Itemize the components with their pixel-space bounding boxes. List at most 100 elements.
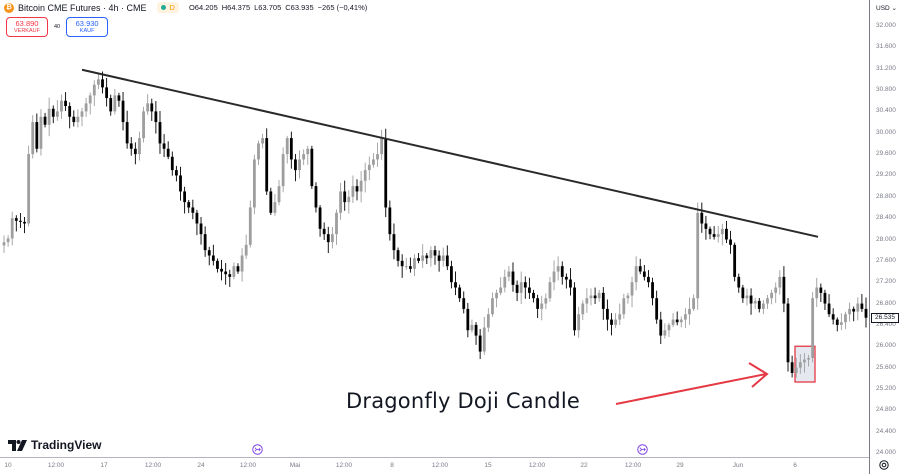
candle [179,166,182,201]
price-tick-label: 30.800 [876,86,896,94]
candle [314,182,318,213]
candle [569,268,572,296]
candle [798,354,802,374]
price-tick-label: 26.800 [876,299,896,307]
candle [207,246,211,266]
candle [417,253,420,264]
candle [729,230,732,254]
price-tick-label: 28.400 [876,214,896,222]
trade-panel: 63.890 VERKAUF 40 63.930 KAUF [6,17,109,37]
buy-label: KAUF [79,27,95,34]
time-tick-label: 29 [676,462,684,469]
candle [195,209,199,236]
candle [252,154,256,215]
candle [80,107,84,127]
candle [121,92,125,131]
time-tick-label: 10 [4,462,12,469]
close-value: C63.935 [285,3,314,12]
candle [556,256,560,281]
candle [326,226,330,254]
candle [133,142,137,165]
candle [51,105,55,124]
currency-selector[interactable]: USD ⌄ [876,5,897,12]
candle [482,316,486,355]
candle [92,80,96,107]
candle [733,242,737,282]
candle [244,234,248,260]
spread-value: 40 [54,24,61,30]
candle [117,92,121,107]
candle [437,250,441,272]
candle [757,297,761,313]
symbol-title[interactable]: Bitcoin CME Futures · 4h · CME [18,2,147,13]
delayed-data-label: D [169,3,175,12]
candle [458,284,462,302]
candle [790,355,794,378]
time-tick-label: 22 [580,462,588,469]
candle [544,293,548,310]
change-value: −265 (−0,41%) [317,3,368,12]
candlestick-chart[interactable] [0,0,869,457]
candle [289,131,293,169]
candle [848,302,851,322]
candle [794,357,798,378]
price-tick-label: 26.000 [876,342,896,350]
go-to-realtime-icon[interactable] [637,444,648,455]
candle [815,277,819,308]
candle [659,311,663,345]
price-tick-label: 32.000 [876,22,896,29]
candle [10,211,14,246]
candle [737,273,741,293]
time-tick-label: 12:00 [335,462,353,469]
candle [64,92,67,111]
candle [626,292,630,304]
price-tick-label: 28.000 [876,235,896,243]
candle [113,88,117,115]
market-status-badge[interactable]: D [156,2,179,13]
candle [761,300,765,315]
candle [606,299,609,331]
candle [441,247,445,267]
candle [240,248,244,282]
annotation-arrow[interactable] [615,362,769,405]
pattern-annotation-label[interactable]: Dragonfly Doji Candle [346,389,580,413]
price-axis[interactable]: USD ⌄ 32.000 31.600 31.200 30.800 30.400 30.0… [869,0,900,474]
candle [507,266,511,282]
candle [495,289,498,308]
candle [778,270,782,295]
candle [343,180,347,211]
candle [408,257,412,273]
sell-button[interactable]: 63.890 VERKAUF [6,17,48,37]
time-tick-label: 17 [100,462,108,469]
candle [6,235,10,247]
candle [856,297,860,321]
resistance-trendline[interactable] [81,68,819,238]
candle [339,182,342,220]
candle [560,261,564,285]
candle [318,205,322,237]
settings-gear-icon[interactable] [878,459,890,471]
price-tick-label: 31.600 [876,43,896,51]
candle [269,187,273,215]
candle [803,353,806,373]
candle [618,303,622,326]
sell-price: 63.890 [15,19,39,28]
buy-button[interactable]: 63.930 KAUF [66,17,109,37]
candle [76,109,80,128]
candle [548,276,552,302]
tradingview-logo-icon [8,439,27,451]
candle [630,276,634,308]
tradingview-logo[interactable]: TradingView [8,438,101,452]
candle [187,199,191,214]
candle [68,102,72,129]
candle [454,271,457,296]
candle [552,260,556,291]
candle [380,129,384,160]
candle [753,297,757,310]
candle [302,149,306,166]
time-axis[interactable]: 10 12:00 17 12:00 24 12:00 Mai 12:00 8 12:00 15 12:… [0,457,869,474]
candle [577,306,581,338]
go-to-realtime-icon[interactable] [252,444,263,455]
candle [220,259,223,281]
candle [819,283,823,303]
